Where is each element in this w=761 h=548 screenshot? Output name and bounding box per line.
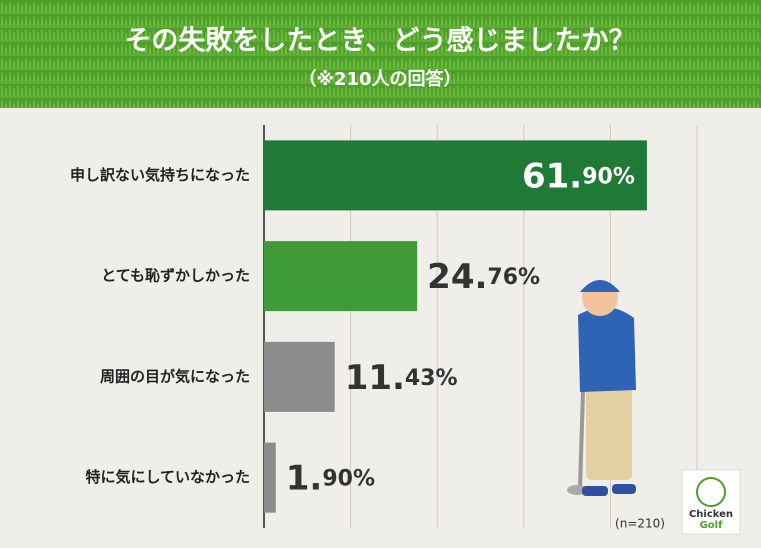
y-tick-label: とても恥ずかしかった <box>101 267 250 285</box>
value-label: 61.90% <box>522 156 635 196</box>
y-tick-label: 特に気にしていなかった <box>85 468 250 486</box>
golfer-illustration <box>567 280 636 496</box>
y-tick-label: 周囲の目が気になった <box>100 367 250 385</box>
bar <box>264 341 335 412</box>
y-tick-label: 申し訳ない気持ちになった <box>70 166 250 184</box>
value-label: 11.43% <box>345 357 458 397</box>
logo-text: Chicken <box>689 509 733 520</box>
sample-note: (n=210) <box>615 517 665 531</box>
header-grass <box>0 0 761 108</box>
bar <box>264 241 418 312</box>
value-label: 1.90% <box>286 458 375 498</box>
bar <box>264 442 276 513</box>
logo-box <box>681 469 741 535</box>
logo-text: Golf <box>700 520 724 531</box>
chart-title: その失敗をしたとき、どう感じましたか？ <box>124 25 635 57</box>
value-label: 24.76% <box>427 257 540 297</box>
chart-subtitle: （※210人の回答） <box>298 68 461 90</box>
bar <box>264 140 647 211</box>
logo-circle <box>696 477 726 507</box>
